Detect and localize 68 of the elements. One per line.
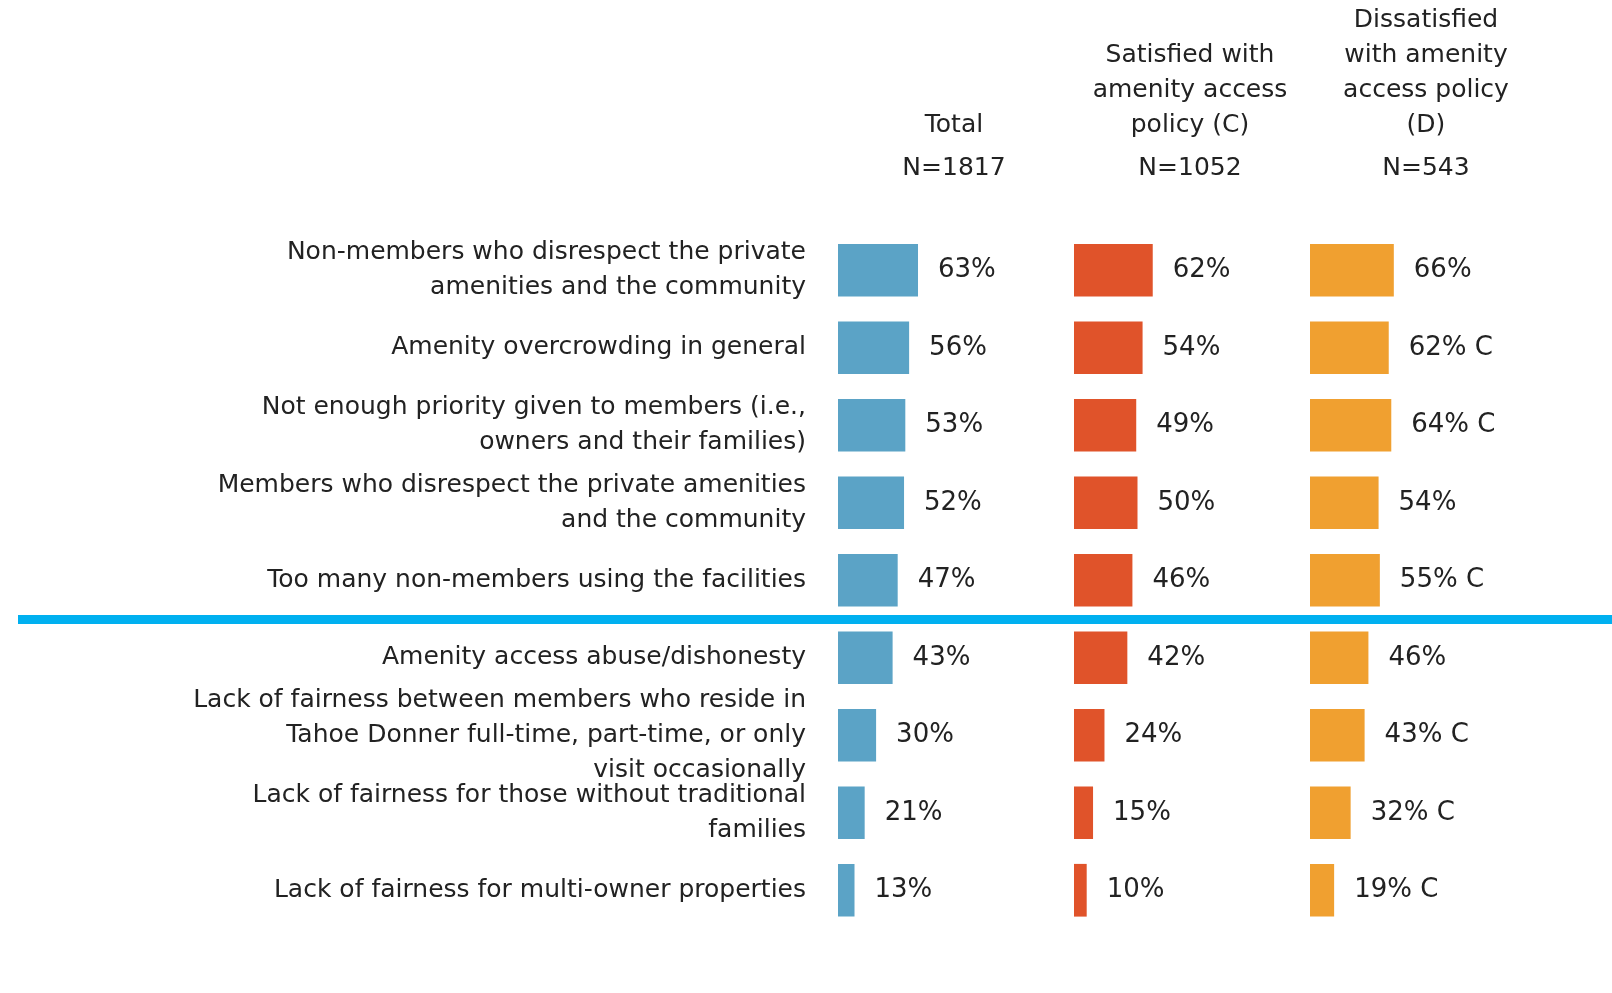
- data-label: 47%: [917, 563, 976, 593]
- data-label: 53%: [925, 408, 984, 438]
- bar: [1310, 863, 1335, 917]
- bar: [1310, 631, 1369, 685]
- bar: [838, 476, 905, 530]
- bar: [1074, 243, 1153, 297]
- chart-title: Dissatisfied with amenity access policy (D): [1343, 3, 1509, 140]
- bar: [838, 863, 855, 917]
- data-label: 54%: [1398, 485, 1457, 516]
- bar: [1310, 243, 1394, 297]
- data-label: 63%: [938, 253, 996, 283]
- bar: [1310, 708, 1365, 762]
- bar: [1074, 863, 1087, 917]
- data-label: 52%: [924, 485, 982, 516]
- chart-title: Total: [924, 108, 984, 140]
- bar: [838, 553, 898, 607]
- data-label: 13%: [874, 873, 933, 903]
- y-tick-label: Non-members who disrespect the private amenities and the community: [286, 236, 807, 301]
- data-label: 43%: [912, 640, 971, 671]
- data-label: 54%: [1162, 330, 1221, 361]
- y-tick-label: Not enough priority given to members (i.e., owners and their families): [261, 391, 806, 456]
- data-label: 15%: [1113, 795, 1171, 826]
- data-label: 49%: [1156, 408, 1215, 438]
- bar: [1074, 476, 1138, 530]
- bar: [1310, 476, 1379, 530]
- chart-subtitle: N=543: [1382, 151, 1470, 183]
- bar: [1074, 321, 1143, 375]
- data-label: 21%: [884, 795, 943, 826]
- bar: [1074, 398, 1137, 452]
- chart-title: Satisfied with amenity access policy (C): [1092, 38, 1288, 140]
- bar: [1310, 321, 1389, 375]
- bar: [1310, 553, 1380, 607]
- data-label: 43% C: [1384, 718, 1469, 748]
- bar: [1074, 631, 1128, 685]
- bar: [1074, 553, 1133, 607]
- data-label: 10%: [1106, 873, 1165, 903]
- y-tick-label: Amenity access abuse/dishonesty: [381, 641, 807, 671]
- data-label: 32% C: [1370, 795, 1455, 826]
- bar: [838, 243, 919, 297]
- chart-subtitle: N=1817: [902, 151, 1006, 183]
- data-label: 66%: [1413, 253, 1472, 283]
- data-label: 55% C: [1399, 563, 1485, 593]
- bar: [1310, 398, 1392, 452]
- bar: [1074, 708, 1105, 762]
- data-label: 30%: [896, 718, 954, 748]
- data-label: 56%: [929, 330, 987, 361]
- data-label: 24%: [1124, 718, 1183, 748]
- data-label: 42%: [1147, 640, 1206, 671]
- data-label: 64% C: [1411, 408, 1496, 438]
- bar: [838, 321, 910, 375]
- bar: [838, 631, 893, 685]
- y-tick-label: Lack of fairness between members who reside in Tahoe Donner full-time, part-time, or only visit occasionally: [193, 683, 807, 783]
- data-label: 46%: [1152, 563, 1211, 593]
- y-tick-label: Lack of fairness for multi-owner properties: [273, 873, 806, 903]
- data-label: 50%: [1157, 485, 1216, 516]
- bar: [1310, 786, 1351, 840]
- y-tick-label: Members who disrespect the private amenities and the community: [217, 468, 807, 533]
- bar: [838, 708, 877, 762]
- data-label: 62% C: [1408, 330, 1493, 361]
- bar: [838, 398, 906, 452]
- data-label: 62%: [1172, 253, 1231, 283]
- chart-subtitle: N=1052: [1138, 151, 1242, 183]
- data-label: 46%: [1388, 640, 1447, 671]
- y-tick-label: Too many non-members using the facilities: [266, 563, 806, 593]
- y-tick-label: Amenity overcrowding in general: [391, 331, 806, 361]
- data-label: 19% C: [1354, 873, 1439, 903]
- bar: [1074, 786, 1094, 840]
- bar: [838, 786, 865, 840]
